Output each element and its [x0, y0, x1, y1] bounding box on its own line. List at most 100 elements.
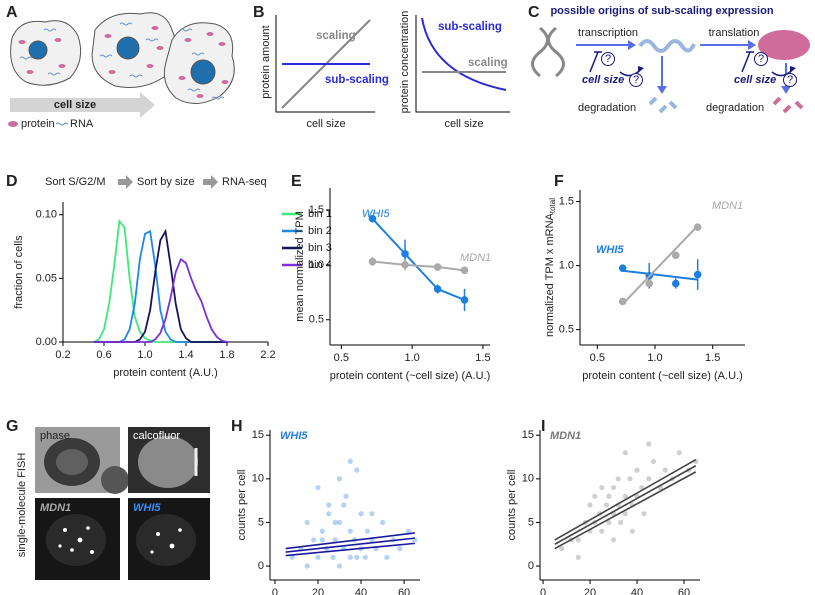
chart-title: MDN1	[550, 430, 581, 442]
data-point	[615, 476, 621, 482]
x-tick-label: 1.5	[475, 352, 490, 364]
data-point	[362, 554, 368, 560]
x-tick-label: 60	[398, 587, 410, 595]
data-point	[336, 563, 343, 569]
y-tick-label: 1.5	[559, 195, 574, 207]
header-step: Sort by size	[137, 176, 194, 188]
x-tick-label: 0.6	[96, 349, 111, 361]
data-point	[304, 563, 310, 569]
regulator-label: cell size	[582, 74, 624, 86]
y-tick-label: 0.5	[309, 314, 324, 326]
data-line	[372, 260, 465, 272]
y-axis-label-text: fraction of cells	[13, 235, 25, 309]
expression-schematic	[531, 26, 810, 114]
data-point	[575, 537, 581, 543]
data-point	[575, 554, 581, 560]
data-point	[587, 502, 593, 508]
y-tick-label: 5	[258, 516, 264, 528]
data-point	[369, 511, 375, 517]
x-axis-label: cell size	[306, 118, 345, 130]
data-line	[93, 228, 227, 343]
panel-letter: E	[291, 173, 302, 190]
data-point	[347, 554, 353, 560]
data-point	[622, 493, 628, 499]
legend-label: bin 1	[308, 208, 332, 220]
x-tick-label: 20	[584, 587, 596, 595]
x-tick-label: 2.2	[260, 349, 275, 361]
y-tick-label: 0.00	[36, 336, 57, 348]
x-tick-label: 1.5	[705, 352, 720, 364]
rna-icon	[55, 122, 69, 126]
image-label: phase	[40, 430, 70, 442]
y-tick-label: 10	[252, 473, 264, 485]
data-point	[326, 502, 332, 508]
data-point	[343, 493, 349, 499]
chart-title: WHI5	[280, 430, 308, 442]
line-label: sub-scaling	[438, 21, 502, 33]
y-axis-label: counts per cell	[236, 470, 248, 541]
y-tick-label: 5	[528, 516, 534, 528]
fit-band-line	[285, 542, 415, 557]
line-label: scaling	[468, 57, 508, 69]
y-tick-label: 0.10	[36, 209, 57, 221]
microscopy-images	[35, 427, 210, 580]
y-axis-label-text: mean normalized TPM	[294, 211, 306, 321]
fit-line	[554, 465, 697, 545]
panel-letter: I	[541, 418, 545, 435]
scaling-schematic	[275, 15, 510, 113]
unknown-mark: ?	[633, 74, 639, 86]
step-arrow	[118, 175, 133, 189]
y-tick-label: 15	[252, 429, 264, 441]
data-point	[330, 554, 336, 560]
data-point	[559, 546, 565, 552]
y-tick-label: 0.05	[36, 272, 57, 284]
y-axis-label-text: normalized TPM x mRNA	[544, 212, 556, 337]
data-point	[622, 511, 628, 517]
y-axis-label: fraction of cells	[13, 235, 25, 309]
unknown-mark: ?	[758, 53, 764, 65]
data-point	[662, 467, 668, 473]
data-point	[592, 493, 598, 499]
panel-letter: C	[528, 4, 540, 21]
data-point	[319, 537, 325, 543]
panel-letter: G	[6, 418, 18, 435]
y-axis-label: mean normalized TPM	[294, 211, 306, 321]
data-point	[646, 441, 652, 447]
image-label: WHI5	[133, 502, 161, 514]
data-point	[332, 537, 338, 543]
y-axis-label: normalized TPM x mRNAtotal	[544, 198, 557, 337]
data-point	[606, 519, 612, 526]
degradation-label: degradation	[578, 102, 636, 114]
data-point	[610, 484, 617, 491]
panel-letter: H	[231, 418, 243, 435]
data-point	[646, 476, 652, 482]
data-point	[384, 554, 390, 560]
schematic-title: possible origins of sub-scaling expressi…	[550, 5, 773, 17]
data-point	[311, 537, 317, 543]
data-line	[93, 257, 228, 343]
step-arrow	[203, 175, 218, 189]
data-point	[336, 519, 343, 526]
data-point	[364, 528, 371, 534]
data-point	[401, 261, 409, 269]
data-point	[368, 214, 377, 223]
x-tick-label: 40	[355, 587, 367, 595]
x-axis-label: cell size	[444, 118, 483, 130]
x-tick-label: 0.2	[55, 349, 70, 361]
x-tick-label: 0.5	[590, 352, 605, 364]
data-line	[93, 229, 227, 343]
header-step: Sort S/G2/M	[45, 176, 106, 188]
y-tick-label: 0	[528, 560, 534, 572]
data-point	[618, 264, 627, 272]
data-point	[315, 554, 321, 560]
legend-label: bin 4	[308, 259, 332, 271]
panel-letter: B	[253, 4, 265, 21]
image-label: MDN1	[40, 502, 71, 514]
data-point	[693, 270, 702, 279]
data-point	[401, 250, 409, 258]
y-tick-label: 1.0	[309, 259, 324, 271]
y-axis-label: protein amount	[260, 25, 272, 98]
data-point	[319, 528, 325, 534]
data-point	[433, 285, 442, 293]
